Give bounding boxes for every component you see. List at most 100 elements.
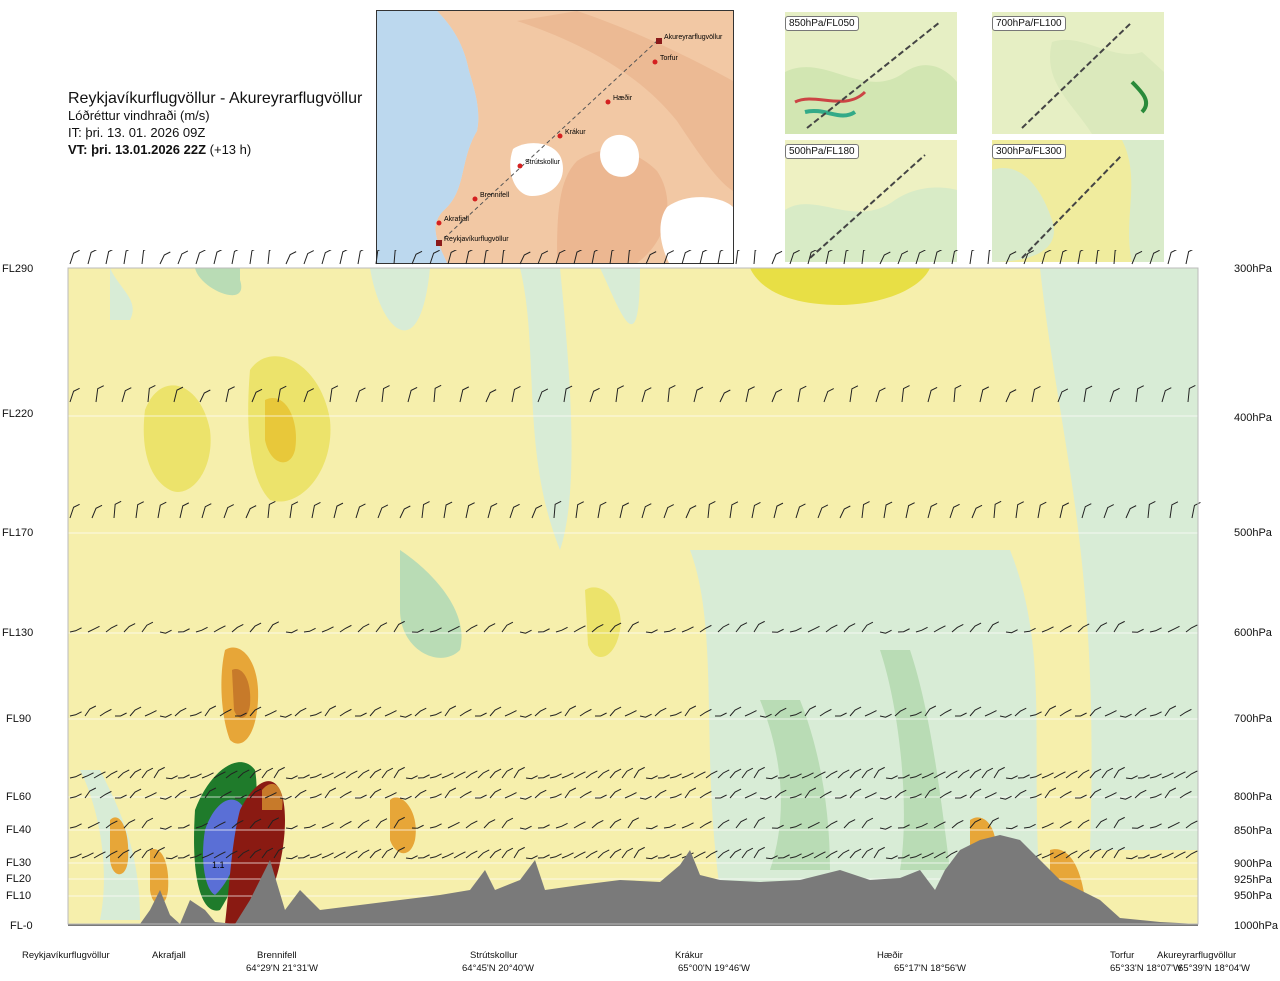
wind-barb (924, 705, 937, 717)
wind-barb (663, 250, 674, 265)
wind-barb (235, 712, 247, 717)
wind-barb (609, 706, 622, 717)
wind-barb (525, 775, 538, 780)
wind-barb (483, 623, 496, 633)
wind-barb (717, 819, 730, 829)
wind-barb (501, 621, 514, 633)
wind-barb (105, 820, 118, 829)
wind-barb (825, 248, 835, 265)
wind-barb (333, 771, 346, 779)
wind-barb (771, 388, 783, 403)
wind-barb (159, 713, 172, 718)
wind-barb (1125, 505, 1137, 519)
wind-barb (249, 788, 262, 799)
wind-barb (909, 711, 922, 717)
wind-barb (835, 712, 847, 717)
wind-barb (417, 854, 430, 859)
wind-barb (1005, 825, 1018, 830)
wind-barb (1041, 772, 1054, 779)
wind-barb (69, 387, 80, 403)
wind-barb (249, 247, 259, 265)
wind-barb (981, 767, 994, 779)
route-waypoint-marker (517, 163, 523, 169)
wind-barb (879, 629, 892, 634)
wind-barb (329, 385, 339, 403)
wind-barb (1131, 824, 1144, 829)
wind-barb (1149, 823, 1162, 829)
wind-barb (684, 787, 697, 799)
wind-barb (951, 623, 964, 633)
level-map-700-field (992, 12, 1164, 134)
fl-label: FL130 (2, 627, 34, 639)
wind-barb (225, 770, 238, 779)
wind-barb (924, 787, 937, 799)
wind-barb (447, 821, 460, 829)
route-map-drawing: Akureyrarflugvöllur Torfur Hæðir Krákur Strú… (377, 11, 733, 263)
wind-barb (861, 847, 874, 859)
level-map-850: 850hPa/FL050 (785, 12, 957, 134)
wind-barb (311, 501, 321, 519)
wind-barb (999, 795, 1012, 800)
wind-barb (1059, 502, 1070, 519)
route-waypoint-marker (436, 240, 442, 246)
wind-barb (657, 774, 670, 779)
wind-barb (1089, 848, 1102, 859)
wind-barb (249, 622, 262, 633)
wind-barb (921, 772, 934, 779)
wind-barb (585, 770, 598, 779)
wind-barb (225, 850, 238, 859)
wind-barb (807, 625, 820, 633)
wind-barb (321, 626, 334, 633)
wind-barb (501, 817, 514, 829)
wind-barb (807, 248, 818, 265)
wind-barb (1173, 851, 1186, 859)
wind-barb (93, 771, 106, 779)
wind-barb (393, 246, 402, 265)
wind-barb (717, 623, 730, 633)
wind-barb (609, 768, 622, 779)
wind-barb (921, 852, 934, 859)
wind-barb (699, 790, 712, 799)
wind-barb (174, 707, 187, 717)
wind-barb (1187, 384, 1196, 403)
wind-barb (945, 850, 958, 859)
wind-barb (489, 706, 502, 717)
wind-barb (729, 848, 742, 859)
wind-barb (717, 849, 730, 859)
wind-barb (927, 386, 938, 403)
wind-barb (549, 793, 562, 799)
wind-barb (849, 788, 862, 799)
wind-barb (123, 819, 136, 829)
wind-barb (1044, 705, 1057, 717)
wind-barb (861, 247, 870, 265)
wind-barb (501, 847, 514, 859)
wind-barb (537, 774, 550, 779)
wind-barb (411, 250, 423, 265)
level-map-label: 300hPa/FL300 (992, 144, 1066, 159)
wind-barb (879, 251, 891, 265)
wind-barb (1164, 787, 1177, 799)
wind-barb (825, 770, 838, 779)
wind-barb (879, 713, 892, 718)
wind-barb (1065, 770, 1078, 779)
wind-barb (249, 768, 262, 779)
wind-barb (729, 788, 742, 799)
wind-barb (504, 710, 517, 717)
wind-barb (357, 247, 367, 265)
level-map-500: 500hPa/FL180 (785, 140, 957, 262)
wind-barb (645, 629, 658, 634)
wind-barb (1041, 249, 1052, 265)
wind-barb (321, 249, 332, 265)
wind-barb (173, 386, 184, 403)
wind-barb (69, 503, 80, 519)
wind-barb (1041, 822, 1054, 829)
wind-barb (735, 818, 748, 829)
wind-barb (1077, 849, 1090, 859)
wind-barb (1005, 629, 1018, 634)
wind-barb (595, 794, 607, 799)
wind-barb (294, 707, 307, 717)
wind-barb (597, 849, 610, 859)
wind-barb (355, 712, 367, 717)
wind-barb (465, 624, 478, 633)
route-waypoint-label: Krákur (565, 129, 586, 136)
